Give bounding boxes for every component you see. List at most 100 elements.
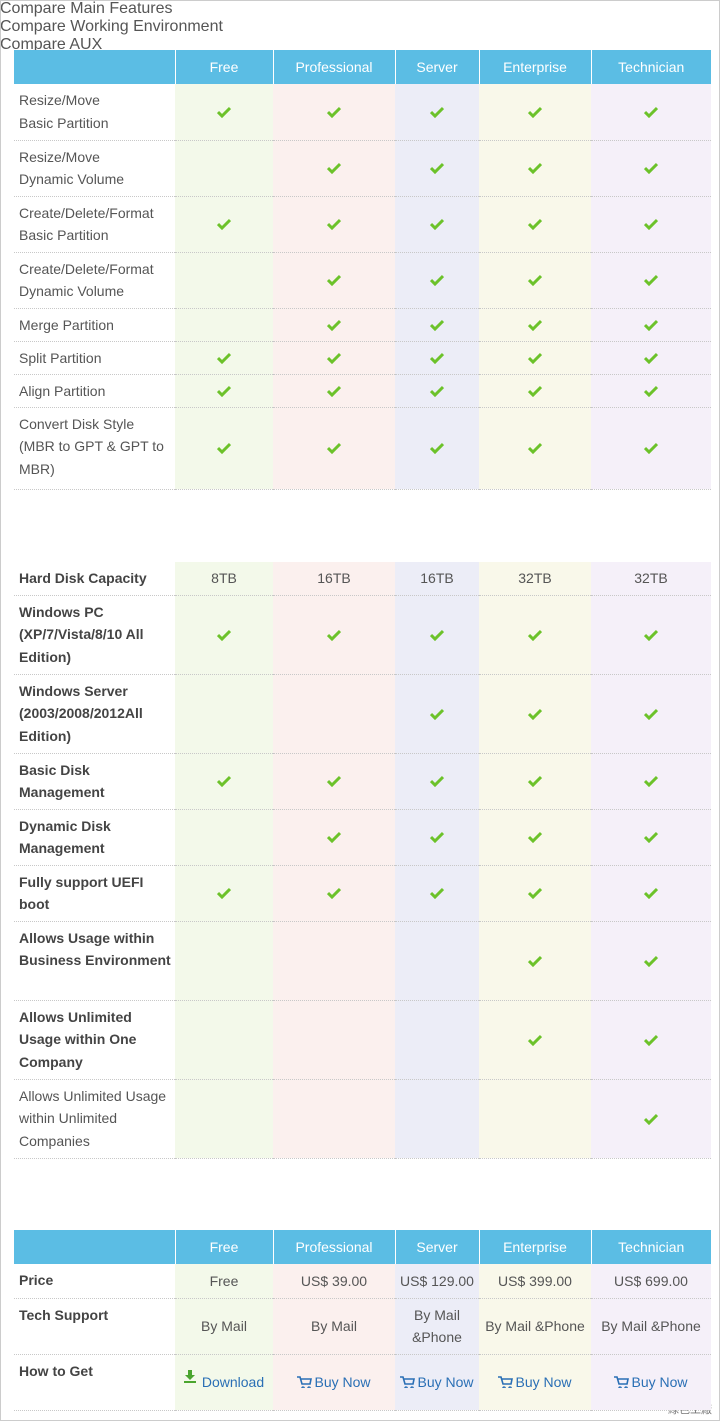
header-cell: Technician: [590, 50, 711, 84]
row-label: Basic Disk Management: [14, 753, 175, 810]
table-row: Allows Usage within Business Environment: [14, 921, 711, 1001]
check-icon: [644, 629, 658, 641]
check-icon: [327, 385, 341, 397]
comparison-table: Hard Disk Capacity 8TB 16TB 16TB 32TB 32TB Win…: [14, 562, 711, 1159]
check-icon: [644, 1113, 658, 1125]
cell: [395, 84, 479, 141]
link[interactable]: Download: [183, 1370, 264, 1390]
comparison-table: Free Professional Server Enterprise Technici…: [14, 1230, 711, 1411]
link[interactable]: Buy Now: [400, 1374, 474, 1390]
cell: [479, 809, 591, 866]
header-cell: Server: [394, 1230, 479, 1264]
cart-icon: [297, 1375, 313, 1390]
cell: [395, 196, 479, 253]
check-icon: [217, 775, 231, 787]
cell: [591, 140, 711, 197]
cell: [175, 407, 273, 490]
table-row: Convert Disk Style (MBR to GPT & GPT to …: [14, 407, 711, 490]
check-icon: [528, 442, 542, 454]
table-row: Tech Support By Mail By Mail By Mail &Phone…: [14, 1298, 711, 1355]
check-icon: [644, 352, 658, 364]
row-label: Hard Disk Capacity: [14, 562, 175, 596]
check-icon: [327, 442, 341, 454]
cart-icon: [614, 1375, 630, 1390]
check-icon: [644, 442, 658, 454]
cell: [175, 196, 273, 253]
check-icon: [430, 775, 444, 787]
cell: [395, 374, 479, 408]
row-label: Allows Unlimited Usage within One Compan…: [14, 1000, 175, 1080]
cell: [591, 1079, 711, 1159]
check-icon: [644, 831, 658, 843]
check-icon: [430, 106, 444, 118]
table-row: Merge Partition: [14, 308, 711, 342]
table-row: Resize/Move Basic Partition: [14, 84, 711, 141]
row-label: Windows PC (XP/7/Vista/8/10 All Edition): [14, 595, 175, 675]
row-label: Split Partition: [14, 341, 175, 375]
row-label: Merge Partition: [14, 308, 175, 342]
check-icon: [528, 274, 542, 286]
cell: [591, 1000, 711, 1080]
check-icon: [430, 442, 444, 454]
check-icon: [327, 352, 341, 364]
cell: [175, 252, 273, 309]
row-label: Allows Unlimited Usage within Unlimited …: [14, 1079, 175, 1159]
check-icon: [644, 887, 658, 899]
cell: [591, 865, 711, 922]
cell: [479, 921, 591, 1001]
cell: Download: [175, 1354, 273, 1411]
cell: [479, 753, 591, 810]
cell: [395, 140, 479, 197]
table-row: Resize/Move Dynamic Volume: [14, 140, 711, 197]
check-icon: [327, 629, 341, 641]
check-icon: [217, 385, 231, 397]
link[interactable]: Buy Now: [498, 1373, 572, 1390]
table-row: Allows Unlimited Usage within Unlimited …: [14, 1079, 711, 1159]
cell: [273, 674, 395, 754]
cell: [479, 407, 591, 490]
cell: [273, 1079, 395, 1159]
cell: [175, 341, 273, 375]
link[interactable]: Buy Now: [614, 1374, 688, 1390]
cell: [591, 595, 711, 675]
header-cell: Free: [174, 50, 273, 84]
check-icon: [430, 319, 444, 331]
row-label: Dynamic Disk Management: [14, 809, 175, 866]
check-icon: [644, 274, 658, 286]
check-icon: [430, 385, 444, 397]
cell: [273, 196, 395, 253]
table-row: Create/Delete/Format Dynamic Volume: [14, 252, 711, 309]
check-icon: [528, 629, 542, 641]
cell: [591, 407, 711, 490]
check-icon: [430, 887, 444, 899]
check-icon: [217, 352, 231, 364]
cell: [479, 308, 591, 342]
link-text: Buy Now: [515, 1373, 572, 1390]
cell: US$ 399.00: [479, 1264, 591, 1299]
cell: [273, 921, 395, 1001]
cell: [479, 341, 591, 375]
cell: [175, 1000, 273, 1080]
cell: [395, 595, 479, 675]
cell: By Mail: [273, 1298, 395, 1355]
cell: [273, 1000, 395, 1080]
cell: [479, 84, 591, 141]
link[interactable]: Buy Now: [297, 1374, 371, 1390]
row-label: Tech Support: [14, 1298, 175, 1355]
check-icon: [430, 629, 444, 641]
cell: [175, 1079, 273, 1159]
cell: [591, 921, 711, 1001]
check-icon: [327, 106, 341, 118]
table-row: Allows Unlimited Usage within One Compan…: [14, 1000, 711, 1080]
cell: [273, 595, 395, 675]
header-row: Free Professional Server Enterprise Technici…: [14, 50, 711, 84]
cell: Buy Now: [395, 1354, 479, 1411]
cell: [591, 196, 711, 253]
check-icon: [644, 708, 658, 720]
check-icon: [644, 775, 658, 787]
check-icon: [644, 319, 658, 331]
cell: [395, 674, 479, 754]
table-row: Windows Server (2003/2008/2012All Editio…: [14, 674, 711, 754]
row-label: How to Get: [14, 1354, 175, 1411]
check-icon: [644, 1034, 658, 1046]
